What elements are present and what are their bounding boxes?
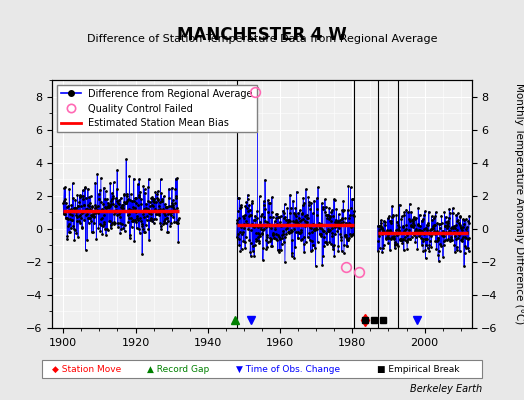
Text: ◆ Station Move: ◆ Station Move bbox=[52, 365, 122, 374]
Y-axis label: Monthly Temperature Anomaly Difference (°C): Monthly Temperature Anomaly Difference (… bbox=[515, 83, 524, 325]
Text: ▲ Record Gap: ▲ Record Gap bbox=[147, 365, 209, 374]
Text: Berkeley Earth: Berkeley Earth bbox=[410, 384, 482, 394]
Text: MANCHESTER 4 W: MANCHESTER 4 W bbox=[177, 26, 347, 44]
Text: ▼ Time of Obs. Change: ▼ Time of Obs. Change bbox=[236, 365, 340, 374]
Text: Difference of Station Temperature Data from Regional Average: Difference of Station Temperature Data f… bbox=[87, 34, 437, 44]
Text: ■ Empirical Break: ■ Empirical Break bbox=[377, 365, 460, 374]
Legend: Difference from Regional Average, Quality Control Failed, Estimated Station Mean: Difference from Regional Average, Qualit… bbox=[57, 85, 257, 132]
